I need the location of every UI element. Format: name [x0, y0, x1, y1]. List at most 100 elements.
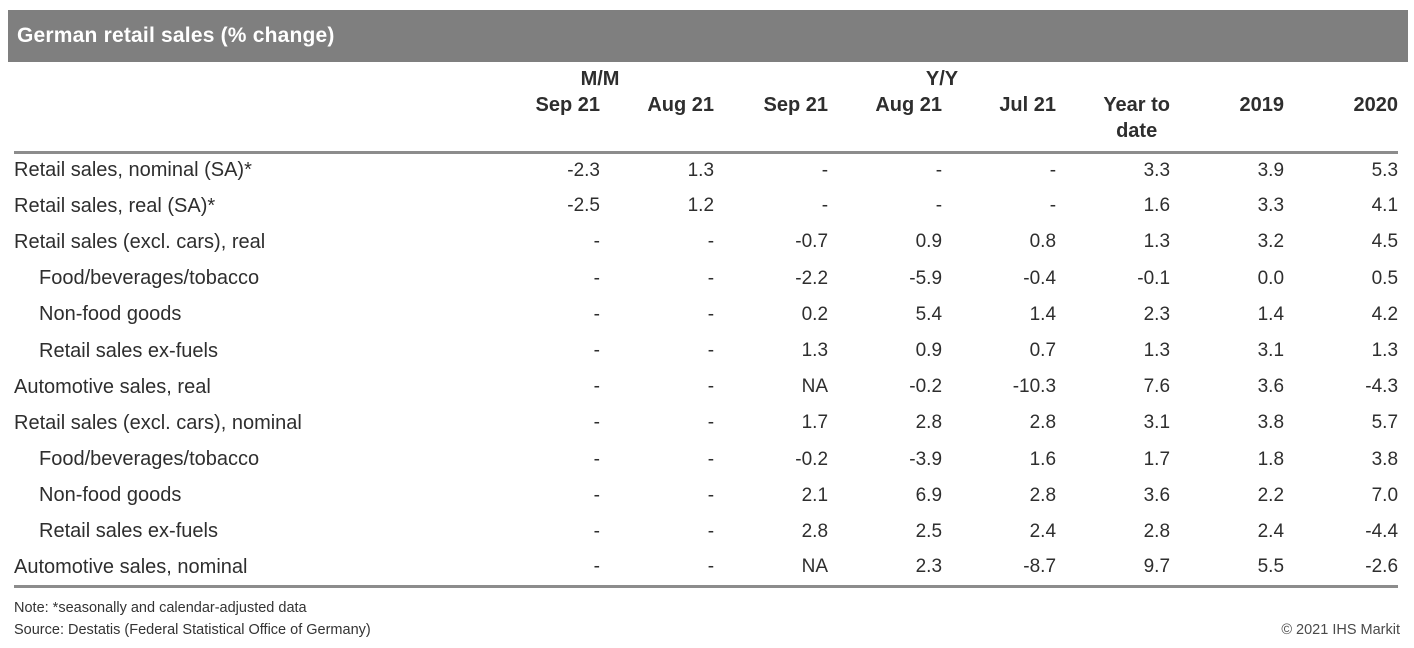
row-label: Food/beverages/tobacco — [39, 448, 260, 471]
value-cell: -0.2 — [909, 376, 943, 398]
value-cell: 1.7 — [1143, 448, 1171, 470]
value-cell: 3.9 — [1257, 159, 1285, 181]
value-cell: 1.6 — [1143, 195, 1171, 217]
row-label: Automotive sales, real — [14, 375, 211, 398]
value-cell: 0.5 — [1371, 267, 1399, 289]
column-header-mm-sep21: Sep 21 — [535, 94, 600, 116]
value-cell: - — [1049, 195, 1057, 217]
year-to-date-line1: Year to — [1103, 94, 1171, 116]
value-cell: - — [593, 556, 600, 578]
year-to-date-line2: date — [1116, 120, 1158, 142]
value-cell: - — [707, 484, 715, 506]
value-cell: -2.5 — [567, 195, 600, 217]
value-cell: 1.3 — [687, 159, 715, 181]
value-cell: 0.7 — [1029, 340, 1057, 362]
value-cell: - — [593, 231, 600, 253]
value-cell: 7.0 — [1371, 484, 1399, 506]
spacer-cell — [14, 92, 486, 152]
value-cell: -2.6 — [1365, 556, 1399, 578]
value-cell: - — [593, 412, 600, 434]
row-label: Retail sales (excl. cars), nominal — [14, 411, 302, 434]
value-cell: 3.8 — [1371, 448, 1399, 470]
row-label: Non-food goods — [39, 484, 182, 507]
value-cell: NA — [801, 556, 829, 578]
value-cell: 5.4 — [915, 303, 943, 325]
value-cell: -0.1 — [1137, 267, 1171, 289]
value-cell: - — [593, 376, 600, 398]
value-cell: 3.3 — [1257, 195, 1285, 217]
value-cell: 2.3 — [915, 556, 943, 578]
value-cell: 5.5 — [1257, 556, 1285, 578]
value-cell: 2.1 — [801, 484, 829, 506]
value-cell: 1.3 — [1143, 340, 1171, 362]
value-cell: 1.4 — [1257, 303, 1285, 325]
value-cell: 0.8 — [1029, 231, 1057, 253]
value-cell: 0.2 — [801, 303, 829, 325]
table-row: Retail sales (excl. cars), nominal - - 1… — [14, 405, 1398, 441]
footnote: Note: *seasonally and calendar-adjusted … — [14, 600, 307, 616]
value-cell: - — [593, 484, 600, 506]
table-row: Non-food goods - - 0.2 5.4 1.4 2.3 1.4 4… — [14, 297, 1398, 333]
page-title: German retail sales (% change) — [17, 24, 335, 47]
value-cell: 1.3 — [1371, 340, 1399, 362]
value-cell: 0.9 — [915, 231, 943, 253]
value-cell: 4.5 — [1371, 231, 1399, 253]
column-group-mm: M/M — [580, 68, 620, 90]
row-label: Non-food goods — [39, 303, 182, 326]
value-cell: 3.3 — [1143, 159, 1171, 181]
value-cell: - — [821, 159, 829, 181]
value-cell: 1.8 — [1257, 448, 1285, 470]
row-label: Food/beverages/tobacco — [39, 267, 260, 290]
table-row: Automotive sales, nominal - - NA 2.3 -8.… — [14, 550, 1398, 586]
row-label: Automotive sales, nominal — [14, 555, 248, 578]
value-cell: -2.3 — [567, 159, 600, 181]
column-header-year-to-date: Year to date — [1056, 92, 1170, 152]
value-cell: 0.9 — [915, 340, 943, 362]
value-cell: - — [707, 340, 715, 362]
value-cell: 4.2 — [1371, 303, 1399, 325]
table-row: Retail sales ex-fuels - - 1.3 0.9 0.7 1.… — [14, 333, 1398, 369]
value-cell: - — [593, 448, 600, 470]
table-row: Retail sales, nominal (SA)* -2.3 1.3 - -… — [14, 152, 1398, 188]
value-cell: 3.1 — [1257, 340, 1285, 362]
value-cell: 3.8 — [1257, 412, 1285, 434]
value-cell: -8.7 — [1023, 556, 1057, 578]
footer-row: Source: Destatis (Federal Statistical Of… — [14, 622, 1400, 638]
value-cell: 2.8 — [1029, 484, 1057, 506]
row-label: Retail sales, nominal (SA)* — [14, 159, 252, 182]
value-cell: 2.8 — [1029, 412, 1057, 434]
value-cell: 3.2 — [1257, 231, 1285, 253]
value-cell: - — [821, 195, 829, 217]
value-cell: -4.3 — [1365, 376, 1399, 398]
value-cell: - — [1049, 159, 1057, 181]
value-cell: - — [707, 267, 715, 289]
table-row: Retail sales, real (SA)* -2.5 1.2 - - - … — [14, 188, 1398, 224]
value-cell: 2.5 — [915, 520, 943, 542]
retail-sales-table: M/M Y/Y Sep 21 Aug 21 Sep 21 Aug 21 Jul … — [14, 64, 1399, 588]
column-header-yy-jul21: Jul 21 — [999, 94, 1057, 116]
spacer-cell — [1284, 64, 1398, 92]
value-cell: 2.8 — [1143, 520, 1171, 542]
value-cell: - — [707, 303, 715, 325]
value-cell: 2.8 — [915, 412, 943, 434]
value-cell: 1.7 — [801, 412, 829, 434]
value-cell: - — [707, 412, 715, 434]
value-cell: 1.4 — [1029, 303, 1057, 325]
value-cell: 5.3 — [1371, 159, 1399, 181]
value-cell: 3.6 — [1143, 484, 1171, 506]
value-cell: - — [707, 376, 715, 398]
value-cell: - — [935, 195, 943, 217]
value-cell: - — [707, 448, 715, 470]
value-cell: - — [593, 340, 600, 362]
column-group-row: M/M Y/Y — [14, 64, 1398, 92]
column-header-yy-sep21: Sep 21 — [763, 94, 829, 116]
value-cell: - — [935, 159, 943, 181]
value-cell: 2.4 — [1257, 520, 1285, 542]
column-header-2020: 2020 — [1353, 94, 1399, 116]
row-label: Retail sales ex-fuels — [39, 339, 218, 362]
table-row: Retail sales ex-fuels - - 2.8 2.5 2.4 2.… — [14, 514, 1398, 550]
column-header-2019: 2019 — [1239, 94, 1285, 116]
copyright-text: © 2021 IHS Markit — [1281, 622, 1400, 638]
value-cell: -10.3 — [1012, 376, 1057, 398]
